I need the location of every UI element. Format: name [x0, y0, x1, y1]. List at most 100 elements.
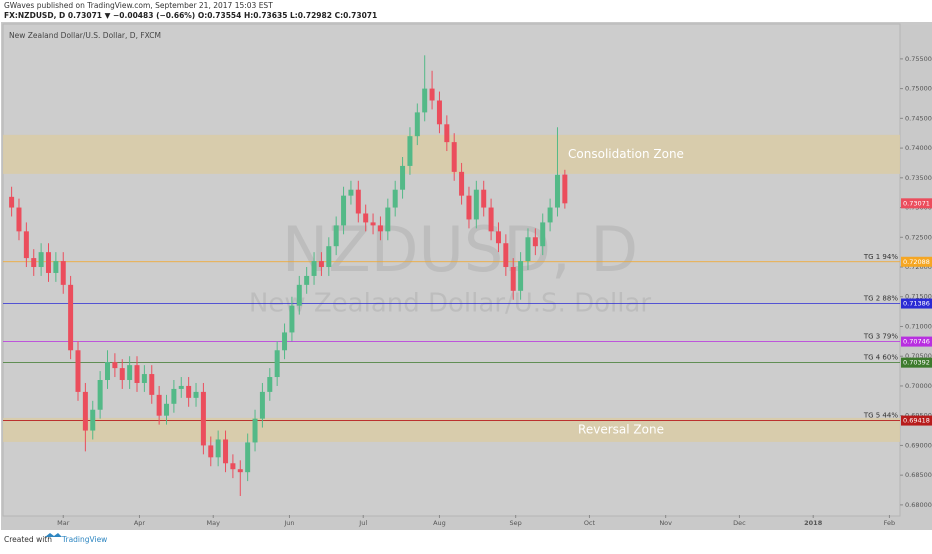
candle-body — [510, 267, 516, 291]
candle-body — [75, 350, 81, 392]
y-tick-label: 0.75500 — [905, 55, 932, 63]
candle-body — [230, 463, 236, 470]
y-tick-label: 0.68500 — [905, 471, 932, 479]
level-price: 0.71386 — [903, 300, 930, 308]
candle-body — [82, 391, 88, 431]
candle-body — [9, 196, 15, 208]
candle-body — [459, 171, 465, 196]
header-quote: FX:NZDUSD, D 0.73071 ▼ −0.00483 (−0.66%)… — [4, 11, 377, 20]
candle-body — [178, 385, 184, 389]
y-tick-label: 0.72500 — [905, 233, 932, 241]
candle-body — [385, 207, 391, 232]
candle-body — [326, 246, 332, 268]
footer-logo — [45, 533, 62, 537]
x-tick-label: Mar — [57, 519, 70, 527]
candle-body — [547, 207, 553, 223]
level-price: 0.70392 — [903, 359, 930, 367]
x-tick-label: Dec — [733, 519, 746, 527]
candle-body — [348, 189, 354, 196]
x-tick-label: Jul — [358, 519, 367, 527]
y-tick-label: 0.72000 — [905, 263, 932, 271]
zones: Consolidation Zone Reversal Zone — [3, 134, 900, 442]
x-tick-label: May — [207, 519, 221, 527]
candle-body — [532, 237, 538, 247]
level-name: TG 3 79% — [863, 333, 899, 341]
x-tick-label: 2018 — [804, 519, 823, 527]
candle-body — [444, 124, 450, 143]
candle-body — [304, 275, 310, 285]
level-price-box — [901, 256, 932, 267]
candle-body — [429, 88, 435, 101]
level-name: TG 4 60% — [863, 354, 899, 362]
candle-body — [481, 189, 487, 208]
zone-label: Consolidation Zone — [568, 147, 684, 161]
y-tick-label: 0.74500 — [905, 114, 932, 122]
candle-body — [53, 261, 59, 273]
x-tick-label: Jun — [283, 519, 294, 527]
candle-body — [127, 365, 133, 381]
candle-body — [134, 365, 140, 383]
candle-body — [392, 189, 398, 208]
y-tick-label: 0.74000 — [905, 144, 932, 152]
candle-body — [45, 252, 51, 273]
candle-body — [259, 391, 265, 419]
candle-body — [200, 391, 206, 446]
candle-body — [156, 394, 162, 416]
candle-body — [208, 445, 214, 458]
y-tick-label: 0.68000 — [905, 501, 932, 509]
candle-body — [473, 189, 479, 220]
candle-body — [363, 213, 369, 223]
footer — [0, 530, 932, 550]
candle-body — [296, 284, 302, 306]
level-name: TG 2 88% — [863, 295, 899, 303]
watermark: NZDUSD, D — [282, 213, 638, 286]
candle-body — [355, 189, 361, 214]
candle-body — [141, 374, 147, 383]
candle-body — [451, 142, 457, 172]
candle-body — [68, 284, 74, 351]
candle-body — [252, 418, 258, 443]
candle-body — [90, 409, 96, 431]
level-price: 0.70746 — [903, 338, 930, 346]
candle-body — [23, 231, 29, 259]
y-tick-label: 0.71000 — [905, 322, 932, 330]
candle-body — [562, 174, 568, 204]
level-price-box — [901, 415, 932, 426]
candle-body — [341, 195, 347, 226]
candle-body — [540, 222, 546, 247]
header-published: GWaves published on TradingView.com, Sep… — [4, 1, 273, 10]
zone-label: Reversal Zone — [578, 422, 664, 436]
footer-brand[interactable]: TradingView — [61, 535, 107, 544]
candle-body — [171, 388, 177, 404]
candle-body — [105, 362, 111, 381]
level-price: 0.72088 — [903, 258, 930, 266]
candle-body — [267, 377, 273, 392]
candle-body — [554, 174, 560, 208]
candle-body — [16, 207, 22, 232]
zone — [3, 417, 900, 442]
candle-body — [495, 231, 501, 244]
candle-body — [289, 305, 295, 333]
x-tick-label: Feb — [884, 519, 896, 527]
last-price-label: 0.73071 — [903, 199, 930, 207]
level-price-box — [901, 357, 932, 368]
candle-body — [149, 374, 155, 395]
x-tick-label: Nov — [659, 519, 672, 527]
last-price-box — [901, 198, 932, 209]
plot-layer: 0.680000.685000.690000.695000.700000.705… — [3, 55, 932, 527]
candle-body — [407, 136, 413, 166]
candle-body — [223, 439, 229, 464]
candle-body — [112, 362, 118, 369]
candle-body — [119, 368, 125, 381]
candle-body — [370, 222, 376, 226]
chart-title: New Zealand Dollar/U.S. Dollar, D, FXCM — [9, 31, 161, 40]
candle-body — [400, 165, 406, 190]
candle-body — [503, 243, 509, 268]
y-tick-label: 0.69000 — [905, 441, 932, 449]
y-tick-label: 0.73500 — [905, 174, 932, 182]
candle-body — [518, 261, 524, 291]
x-tick-label: Sep — [510, 519, 522, 527]
level-name: TG 5 44% — [863, 412, 899, 420]
y-tick-label: 0.70500 — [905, 352, 932, 360]
candle-body — [333, 225, 339, 247]
